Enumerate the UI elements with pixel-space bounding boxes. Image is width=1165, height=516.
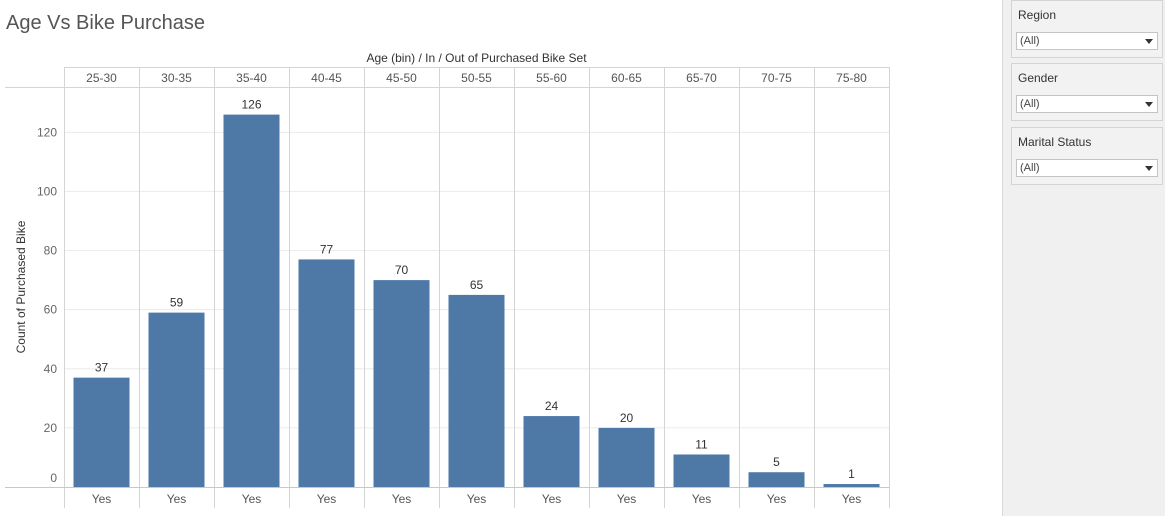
- data-label: 37: [95, 361, 109, 375]
- chevron-down-icon[interactable]: [1145, 166, 1153, 171]
- gender-dropdown[interactable]: (All): [1016, 95, 1158, 113]
- x-category-label: 65-70: [686, 71, 717, 85]
- bar: [823, 484, 880, 487]
- y-tick-label: 60: [44, 303, 58, 317]
- data-label: 70: [395, 263, 409, 277]
- x-category-label: 45-50: [386, 71, 417, 85]
- x-category-label: 30-35: [161, 71, 192, 85]
- bar: [598, 427, 655, 487]
- x-sub-label: Yes: [542, 492, 562, 506]
- chevron-down-icon[interactable]: [1145, 39, 1153, 44]
- data-label: 1: [848, 467, 855, 481]
- bar: [523, 416, 580, 487]
- x-category-label: 25-30: [86, 71, 117, 85]
- marital-status-filter-value: (All): [1020, 162, 1040, 174]
- x-category-label: 55-60: [536, 71, 567, 85]
- region-filter-label: Region: [1018, 8, 1057, 22]
- x-category-label: 50-55: [461, 71, 492, 85]
- bar: [223, 114, 280, 487]
- bar: [748, 472, 805, 487]
- bar: [298, 259, 355, 487]
- x-category-label: 70-75: [761, 71, 792, 85]
- x-sub-label: Yes: [842, 492, 862, 506]
- x-sub-label: Yes: [617, 492, 637, 506]
- gender-filter-label: Gender: [1018, 71, 1059, 85]
- x-sub-label: Yes: [767, 492, 787, 506]
- page-title: Age Vs Bike Purchase: [6, 12, 205, 34]
- data-label: 5: [773, 455, 780, 469]
- region-filter-value: (All): [1020, 35, 1040, 47]
- x-sub-label: Yes: [242, 492, 262, 506]
- x-sub-label: Yes: [317, 492, 337, 506]
- y-tick-label: 40: [44, 362, 58, 376]
- gender-filter: Gender (All): [1011, 63, 1163, 121]
- bar: [448, 294, 505, 487]
- x-sub-label: Yes: [167, 492, 187, 506]
- gender-filter-value: (All): [1020, 98, 1040, 110]
- x-sub-label: Yes: [692, 492, 712, 506]
- y-tick-label: 120: [37, 125, 57, 139]
- bar: [148, 312, 205, 487]
- region-dropdown[interactable]: (All): [1016, 32, 1158, 50]
- bar: [373, 280, 430, 487]
- data-label: 77: [320, 242, 334, 256]
- x-category-label: 40-45: [311, 71, 342, 85]
- y-tick-label: 100: [37, 184, 57, 198]
- data-label: 20: [620, 411, 634, 425]
- y-tick-label: 20: [44, 421, 58, 435]
- data-label: 11: [695, 437, 708, 451]
- marital-status-filter: Marital Status (All): [1011, 127, 1163, 185]
- data-label: 24: [545, 399, 559, 413]
- bar-chart: Age (bin) / In / Out of Purchased Bike S…: [5, 51, 890, 508]
- x-category-label: 75-80: [836, 71, 867, 85]
- y-axis-label: Count of Purchased Bike: [14, 220, 28, 353]
- filter-panel: Region (All) Gender (All) Marital Status…: [1002, 0, 1165, 516]
- x-category-label: 35-40: [236, 71, 267, 85]
- region-filter: Region (All): [1011, 0, 1163, 58]
- data-label: 59: [170, 296, 184, 310]
- column-header-title: Age (bin) / In / Out of Purchased Bike S…: [366, 51, 587, 65]
- marital-status-filter-label: Marital Status: [1018, 135, 1092, 149]
- x-sub-label: Yes: [92, 492, 112, 506]
- chevron-down-icon[interactable]: [1145, 102, 1153, 107]
- x-category-label: 60-65: [611, 71, 642, 85]
- y-tick-label: 0: [50, 471, 57, 485]
- data-label: 65: [470, 278, 484, 292]
- bar: [673, 454, 730, 487]
- x-sub-label: Yes: [392, 492, 412, 506]
- x-sub-label: Yes: [467, 492, 487, 506]
- bar: [73, 377, 130, 487]
- y-tick-label: 80: [44, 244, 58, 258]
- marital-status-dropdown[interactable]: (All): [1016, 159, 1158, 177]
- data-label: 126: [241, 98, 261, 112]
